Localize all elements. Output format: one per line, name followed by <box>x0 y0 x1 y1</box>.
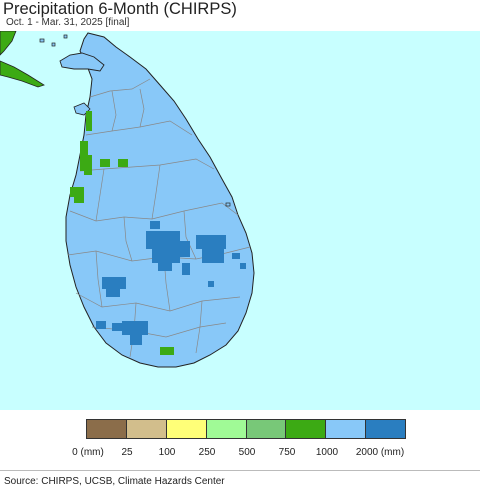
legend-label-500: 500 <box>238 447 256 458</box>
legend-swatch-2000 <box>366 420 405 438</box>
date-range-subtitle: Oct. 1 - Mar. 31, 2025 [final] <box>6 17 130 28</box>
neighbor-land-rameswaram <box>0 60 45 88</box>
legend-label-1000: 1000 <box>315 447 339 458</box>
source-text: Source: CHIRPS, UCSB, Climate Hazards Ce… <box>4 476 225 487</box>
coastal-islands <box>39 34 231 207</box>
page-title: Precipitation 6-Month (CHIRPS) <box>3 0 237 18</box>
legend-swatch-250 <box>206 420 247 438</box>
legend-label-25: 25 <box>121 447 133 458</box>
legend-label-100: 100 <box>158 447 176 458</box>
map-canvas <box>0 31 255 368</box>
legend-swatch-1000 <box>326 420 367 438</box>
jaffna-peninsula <box>59 52 105 72</box>
legend-swatch-500 <box>246 420 287 438</box>
legend-swatch-750 <box>286 420 327 438</box>
precipitation-map <box>0 31 480 410</box>
source-footer: Source: CHIRPS, UCSB, Climate Hazards Ce… <box>0 470 480 490</box>
dry-pockets <box>70 111 174 355</box>
legend-label-0: 0 (mm) <box>72 447 104 458</box>
legend-swatch-0 <box>87 420 127 438</box>
legend-label-2000: 2000 (mm) <box>355 447 405 458</box>
legend-swatch-100 <box>166 420 207 438</box>
legend-labels: 0 (mm) 25 100 250 500 750 1000 2000 (mm) <box>0 447 480 461</box>
neighbor-land-india <box>0 31 17 56</box>
legend-swatch-25 <box>126 420 167 438</box>
sri-lanka-landmass <box>65 32 255 368</box>
wet-pockets <box>96 221 246 345</box>
legend-label-750: 750 <box>278 447 296 458</box>
legend-label-250: 250 <box>198 447 216 458</box>
legend-color-bar <box>86 419 406 439</box>
